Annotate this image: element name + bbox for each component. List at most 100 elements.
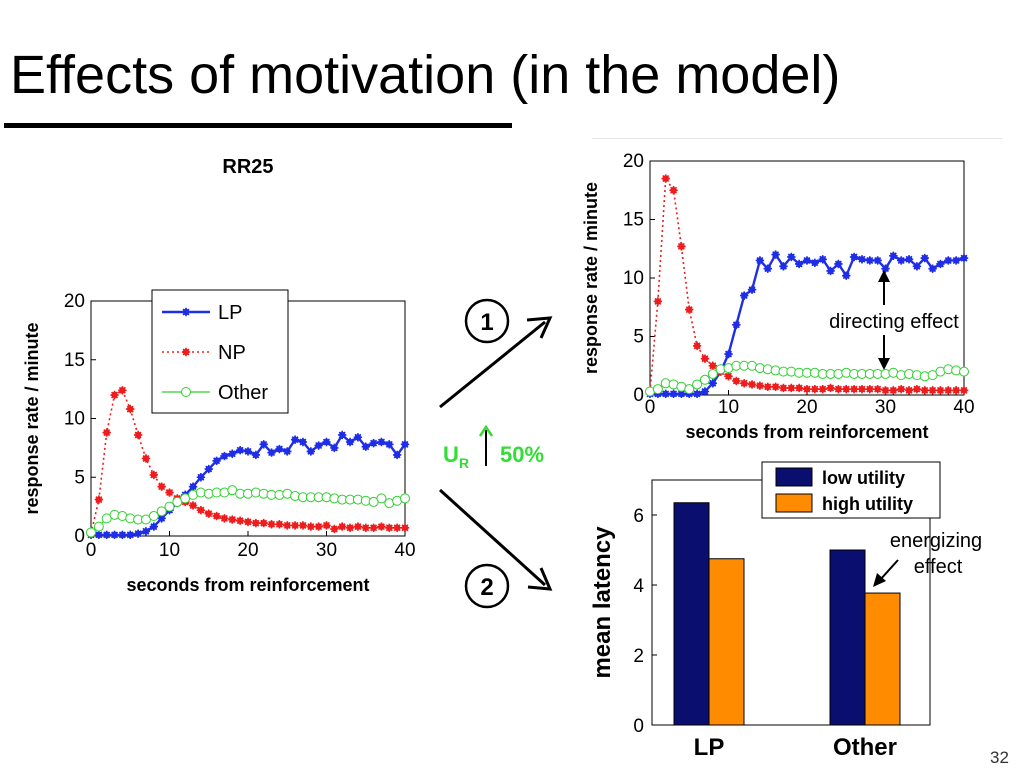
resp-series-lp-point-26 — [849, 252, 859, 262]
rr25-series-other-point-10 — [164, 501, 175, 512]
resp-series-lp-point-17-rays — [779, 262, 788, 271]
rr25-legend-label-np: NP — [218, 342, 246, 364]
rr25-series-np-point-32 — [338, 522, 347, 531]
rr25-ytick-label-3: 15 — [64, 350, 85, 371]
latency-ytick-label-1: 2 — [633, 646, 644, 667]
rr25-series-lp-point-27 — [298, 437, 308, 447]
resp-series-np-point-24-rays — [834, 384, 843, 394]
rr25-series-lp-point-32-rays — [338, 430, 347, 440]
rr25-series-np-point-28 — [306, 522, 315, 531]
rr25-series-lp-point-17 — [220, 451, 229, 461]
title-underline — [4, 123, 512, 128]
rr25-ylabel: response rate / minute — [22, 322, 42, 514]
rr25-series-np-point-10-rays — [165, 488, 174, 497]
resp-series-lp-point-31 — [889, 251, 898, 260]
rr25-series-lp-point-22 — [259, 440, 268, 449]
resp-series-lp-point-36-rays — [928, 264, 937, 273]
rr25-series-lp-point-9 — [157, 514, 166, 523]
rr25-xtick-label-4: 40 — [394, 540, 415, 561]
rr25-series-np-point-20-rays — [243, 517, 253, 527]
resp-series-lp-point-31-rays — [889, 251, 898, 260]
rr25-series-np-point-24 — [275, 520, 284, 529]
rr25-series-lp-point-34 — [353, 433, 363, 442]
resp-series-lp-point-3 — [669, 389, 678, 399]
resp-series-lp-point-7-rays — [700, 387, 710, 396]
rr25-series-lp-point-29-rays — [314, 441, 323, 450]
resp-series-np-point-5 — [685, 305, 694, 314]
rr25-series-np-point-13-rays — [188, 501, 198, 510]
resp-series-np-point-37-rays — [936, 386, 945, 395]
resp-series-np-point-26-rays — [849, 384, 859, 394]
rr25-legend-marker-lp-rays — [181, 307, 191, 317]
resp-series-np-point-13 — [747, 380, 757, 389]
resp-series-np-point-38-rays — [944, 386, 953, 395]
rr25-series-np-point-3 — [110, 390, 119, 400]
rr25-series-lp-point-34-rays — [353, 433, 363, 442]
rr25-series-np-point-9-rays — [157, 482, 166, 491]
resp-series-lp-point-25-rays — [842, 271, 851, 280]
rr25-series-lp-point-33-rays — [345, 437, 355, 447]
resp-series-lp-point-14 — [755, 256, 765, 265]
resp-series-lp-point-10-rays — [724, 349, 733, 359]
rr25-series-np-point-26-rays — [290, 521, 300, 530]
resp-series-lp-point-24-rays — [834, 259, 843, 269]
rr25-ytick-label-0: 0 — [74, 526, 85, 547]
rr25-series-np-point-3-rays — [110, 390, 119, 400]
rr25-series-np-point-40-rays — [400, 523, 410, 532]
rr25-series-lp-point-35 — [361, 442, 370, 451]
rr25-series-lp-point-30-rays — [322, 437, 331, 447]
latency-category-label-lp: LP — [694, 734, 725, 761]
rr25-series-np-point-36-rays — [369, 523, 378, 532]
rr25-series-lp-point-15-rays — [204, 464, 213, 474]
rr25-series-np-point-14-rays — [196, 505, 206, 515]
resp-series-np-point-12 — [740, 379, 749, 388]
rr25-series-lp-point-1-rays — [94, 530, 104, 540]
top-divider — [592, 138, 1002, 139]
resp-series-np-point-27-rays — [857, 384, 867, 394]
resp-series-np-point-22 — [818, 384, 827, 394]
resp-ytick-label-4: 20 — [623, 151, 644, 172]
rr25-series-np-point-31 — [330, 524, 339, 534]
resp-series-np-point-37 — [936, 386, 945, 395]
resp-series-np-point-2 — [661, 174, 670, 183]
rr25-series-lp-point-33 — [345, 437, 355, 447]
rr25-series-np-point-36 — [369, 523, 378, 532]
resp-series-np-point-13-rays — [747, 380, 757, 389]
latency-ytick-label-3: 6 — [633, 506, 644, 527]
rr25-series-lp-point-26 — [290, 435, 300, 444]
rr25-series-np-point-2-rays — [102, 428, 111, 437]
resp-series-np-point-22-rays — [818, 384, 827, 394]
resp-series-lp-point-13-rays — [747, 285, 757, 294]
rr25-series-lp-point-2 — [102, 530, 111, 540]
resp-series-lp-point-7 — [700, 387, 710, 396]
resp-series-other-point-5 — [684, 384, 695, 395]
resp-series-np-point-5-rays — [685, 305, 694, 314]
rr25-series-lp-point-6-rays — [133, 529, 143, 538]
rr25-series-lp-point-7 — [141, 527, 151, 536]
resp-series-lp-point-10 — [724, 349, 733, 359]
rr25-series-np-point-22 — [259, 518, 268, 528]
resp-series-np-point-23 — [826, 383, 835, 393]
resp-series-np-line — [649, 176, 964, 392]
resp-series-lp-point-25 — [842, 271, 851, 280]
resp-series-np-point-3 — [669, 186, 678, 195]
latency-bar-lp-high-utility — [708, 558, 745, 726]
resp-series-lp-point-29 — [873, 256, 882, 265]
rr25-legend-label-lp: LP — [218, 302, 242, 324]
resp-series-np-point-8 — [708, 361, 717, 370]
resp-series-np-point-4 — [677, 242, 686, 251]
rr25-series-lp-point-40-rays — [400, 440, 410, 449]
resp-series-np-point-17 — [779, 383, 788, 393]
rr25-series-np-point-35 — [361, 523, 370, 532]
rr25-series-np-point-23 — [267, 520, 276, 529]
rr25-series-np-point-38 — [385, 523, 394, 532]
latency-legend-swatch-high-utility — [775, 493, 813, 513]
resp-series-lp-point-27 — [857, 255, 867, 264]
rr25-title: RR25 — [222, 156, 273, 178]
rr25-series-lp-point-27-rays — [298, 437, 308, 447]
rr25-series-np-point-7 — [141, 454, 151, 463]
rr25-series-lp-point-39-rays — [392, 450, 402, 460]
energizing-arrow — [879, 559, 899, 581]
resp-series-lp-point-20-rays — [802, 256, 812, 265]
resp-series-np-point-40 — [959, 386, 969, 395]
